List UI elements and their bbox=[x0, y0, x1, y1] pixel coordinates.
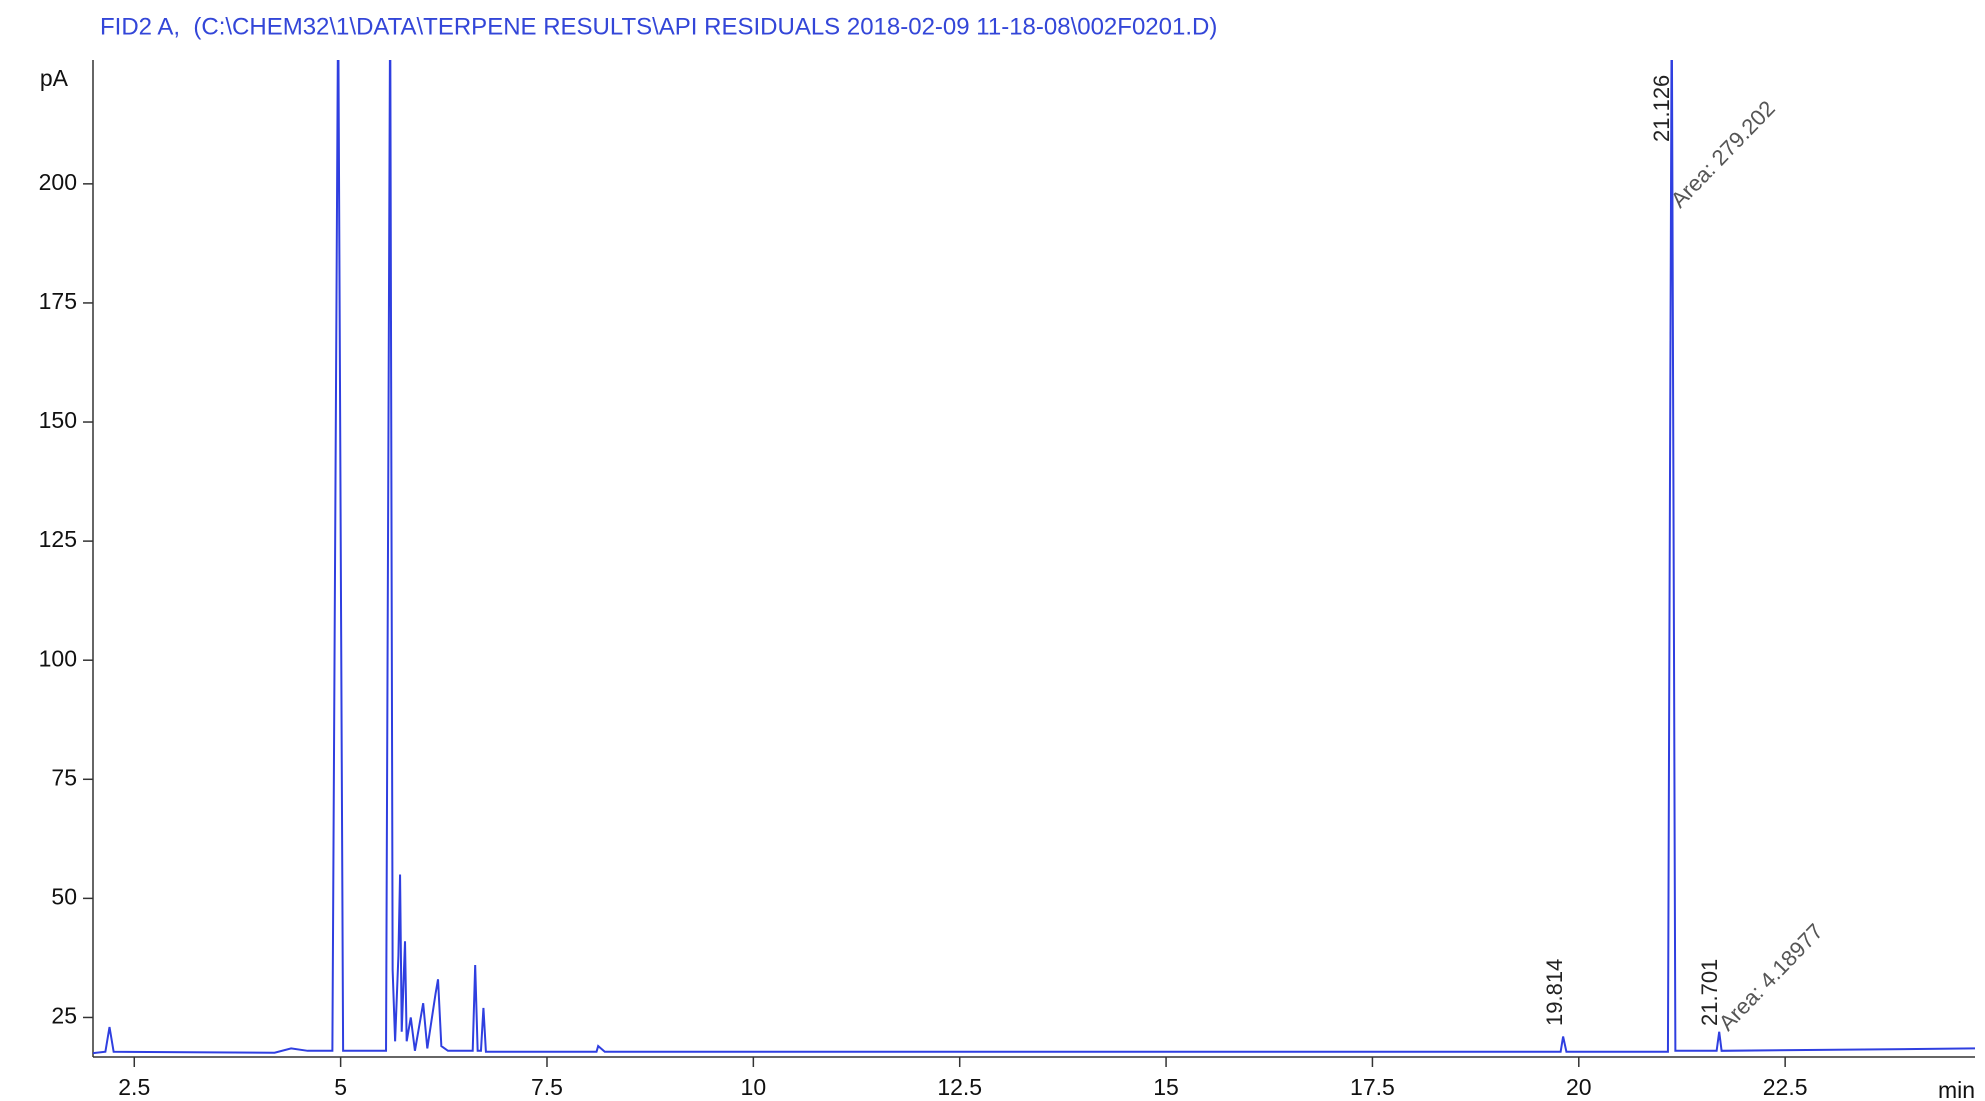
x-tick-label: 22.5 bbox=[1763, 1074, 1808, 1100]
y-tick-label: 200 bbox=[39, 169, 77, 195]
x-tick-label: 12.5 bbox=[937, 1074, 982, 1100]
x-tick-label: 5 bbox=[334, 1074, 347, 1100]
peak-annotation: Area: 279.202 bbox=[1666, 96, 1780, 213]
x-tick-label: 20 bbox=[1566, 1074, 1592, 1100]
trace bbox=[93, 60, 1975, 1055]
x-tick-label: 10 bbox=[741, 1074, 767, 1100]
y-tick-label: 75 bbox=[51, 764, 77, 790]
y-tick-label: 100 bbox=[39, 645, 77, 671]
x-axis-label: min bbox=[1938, 1077, 1975, 1101]
x-tick-label: 17.5 bbox=[1350, 1074, 1395, 1100]
x-tick-label: 2.5 bbox=[118, 1074, 150, 1100]
y-tick-label: 25 bbox=[51, 1003, 77, 1029]
peak-annotation: 21.126 bbox=[1649, 75, 1674, 142]
y-tick-label: 50 bbox=[51, 883, 77, 909]
y-tick-label: 150 bbox=[39, 407, 77, 433]
peak-annotation: 21.701 bbox=[1697, 959, 1722, 1026]
x-tick-label: 7.5 bbox=[531, 1074, 563, 1100]
y-tick-label: 125 bbox=[39, 526, 77, 552]
y-tick-label: 175 bbox=[39, 288, 77, 314]
x-tick-label: 15 bbox=[1153, 1074, 1179, 1100]
chart-title: FID2 A, (C:\CHEM32\1\DATA\TERPENE RESULT… bbox=[100, 13, 1217, 40]
peak-annotation: Area: 4.18977 bbox=[1714, 919, 1828, 1036]
peak-annotation: 19.814 bbox=[1542, 959, 1567, 1026]
y-axis-label: pA bbox=[40, 65, 69, 91]
